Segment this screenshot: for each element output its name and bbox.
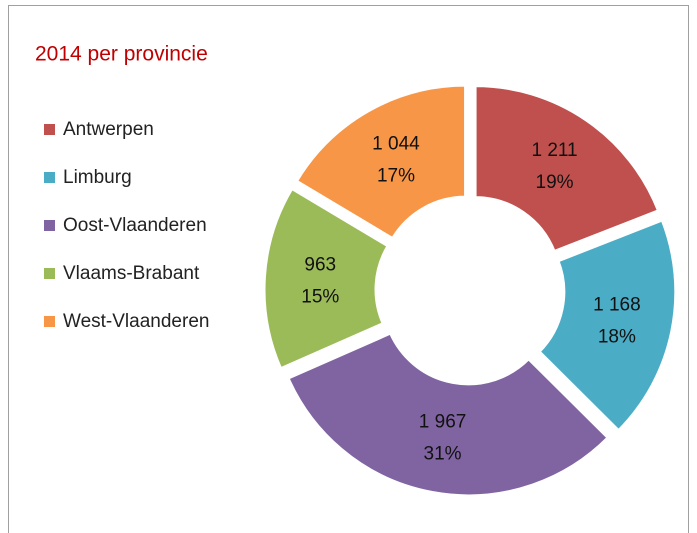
legend-label: Vlaams-Brabant xyxy=(63,263,200,284)
donut-slice xyxy=(262,186,391,371)
legend-swatch xyxy=(44,268,55,279)
donut-slice xyxy=(286,331,611,498)
donut-slice xyxy=(294,83,468,241)
legend-swatch xyxy=(44,124,55,135)
legend-swatch xyxy=(44,172,55,183)
value-label: 1 211 xyxy=(531,140,577,161)
legend-swatch xyxy=(44,220,55,231)
percent-label: 18% xyxy=(598,326,636,347)
chart-title: 2014 per provincie xyxy=(35,43,208,66)
value-label: 1 168 xyxy=(593,294,641,315)
legend-label: Antwerpen xyxy=(63,119,154,140)
percent-label: 31% xyxy=(424,443,462,464)
legend-label: Limburg xyxy=(63,167,132,188)
legend-label: West-Vlaanderen xyxy=(63,311,209,332)
value-label: 1 044 xyxy=(372,134,420,155)
percent-label: 15% xyxy=(301,287,339,308)
percent-label: 19% xyxy=(536,172,574,193)
donut-slice xyxy=(473,84,661,254)
legend-label: Oost-Vlaanderen xyxy=(63,215,207,236)
percent-label: 17% xyxy=(377,166,415,187)
value-label: 1 967 xyxy=(419,411,467,432)
donut-slice xyxy=(536,218,678,433)
value-label: 963 xyxy=(304,255,336,276)
legend-swatch xyxy=(44,316,55,327)
